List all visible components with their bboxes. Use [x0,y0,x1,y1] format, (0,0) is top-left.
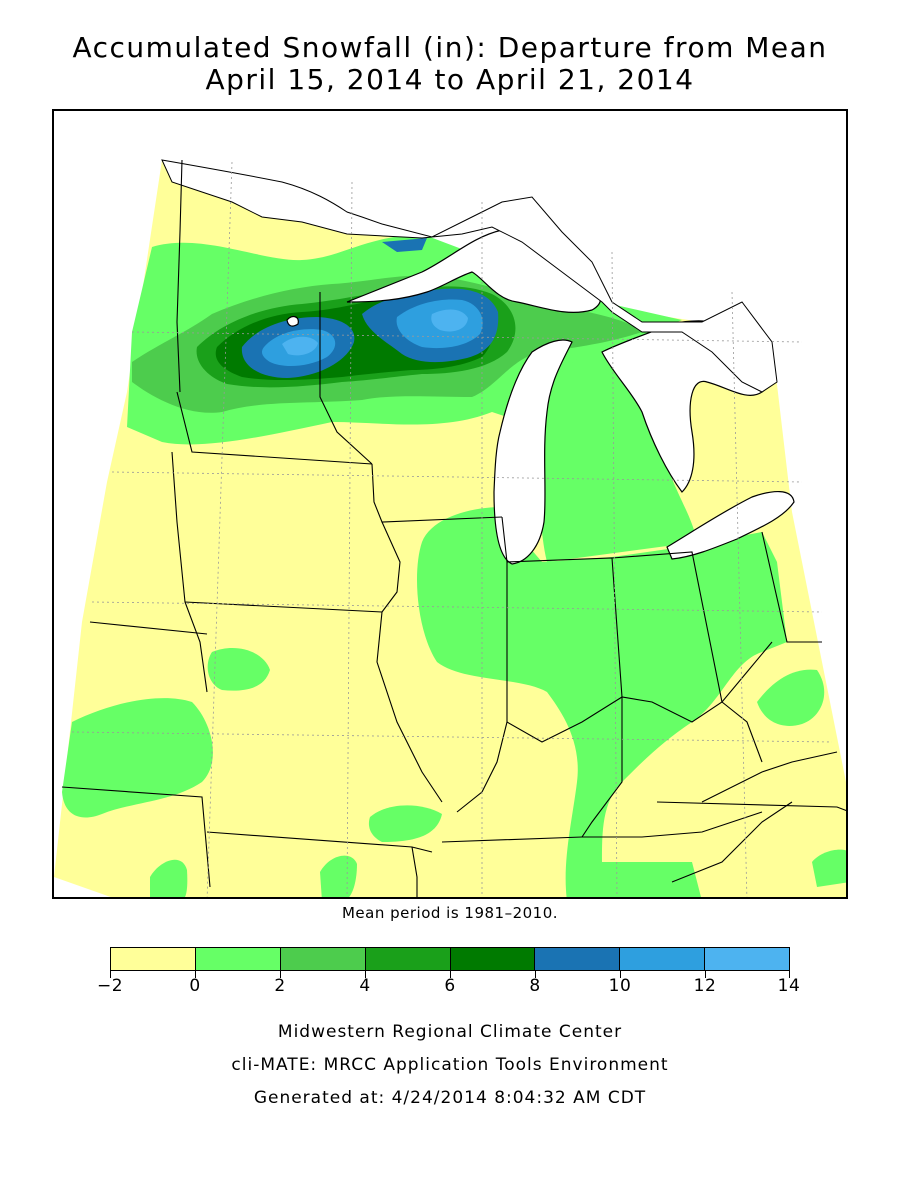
credit-organization: Midwestern Regional Climate Center [277,1022,623,1042]
legend-labels: −2 0 2 4 6 8 10 12 14 [97,976,800,1000]
legend-swatch-7 [705,948,789,970]
legend-tick [450,971,451,978]
lake-michigan [493,339,573,565]
snowfall-departure-map [54,159,846,897]
legend-tick-label: 0 [189,976,201,996]
contour-12-14 [282,309,468,356]
map-title-line1: Accumulated Snowfall (in): Departure fro… [72,31,828,64]
mean-period-note: Mean period is 1981–2010. [341,904,559,922]
legend-tick-label: 4 [359,976,371,996]
contour-mo-blob1 [150,859,188,897]
lake-of-the-woods [286,315,299,327]
contour-west-ia-blob [207,648,270,691]
legend-tick-label: 12 [693,976,717,996]
graticule-lines [71,161,833,897]
color-legend [110,947,790,971]
map-title-line2: April 15, 2014 to April 21, 2014 [205,63,695,96]
contour-il-south-blob [368,805,442,842]
legend-tick [705,971,706,978]
contour-east-blob [757,669,825,726]
legend-tick [365,971,366,978]
legend-tick [789,971,790,978]
contour-sw-blob [62,698,213,818]
legend-tick [535,971,536,978]
state-boundaries [61,159,846,897]
lake-erie [666,491,795,560]
legend-tick-label: −2 [96,976,124,996]
credit-tool: cli-MATE: MRCC Application Tools Environ… [231,1055,669,1075]
legend-swatch-1 [195,948,281,970]
legend-swatch-2 [280,948,366,970]
legend-tick [280,971,281,978]
legend-tick [110,971,111,978]
legend-swatch-0 [111,948,196,970]
contour-central-blob [417,507,787,897]
contour-se-blob [812,849,846,887]
legend-tick-label: 14 [777,976,801,996]
legend-tick-label: 8 [529,976,541,996]
legend-ticks [110,971,790,979]
legend-tick [195,971,196,978]
canada-region [161,159,778,393]
legend-tick-label: 10 [608,976,632,996]
legend-tick-label: 2 [274,976,286,996]
legend-tick-label: 6 [444,976,456,996]
legend-swatch-5 [535,948,621,970]
contour-mo-blob2 [320,855,357,897]
legend-swatch-3 [365,948,451,970]
legend-swatch-4 [450,948,536,970]
credit-generated-at: Generated at: 4/24/2014 8:04:32 AM CDT [253,1088,647,1108]
map-panel [52,109,848,899]
legend-swatch-6 [620,948,706,970]
legend-tick [620,971,621,978]
